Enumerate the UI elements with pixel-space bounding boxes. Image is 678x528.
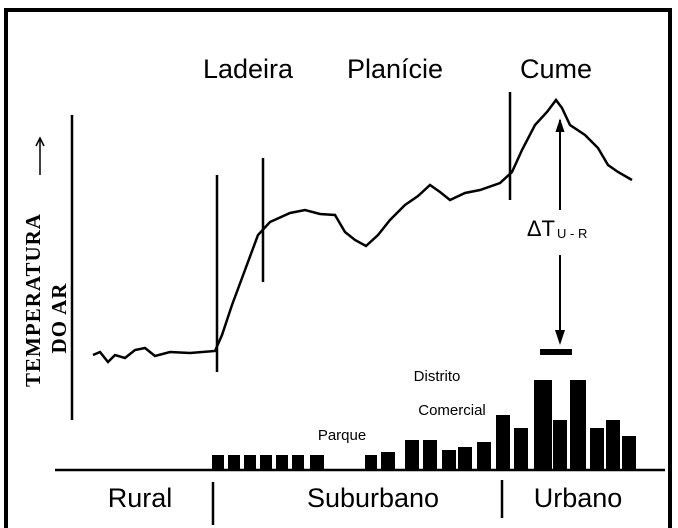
zone-label: Cume <box>520 54 592 84</box>
zone-label: Rural <box>108 483 173 513</box>
zone-label: Urbano <box>534 483 623 513</box>
axis-label: TEMPERATURA <box>21 213 45 387</box>
dividers <box>215 92 512 372</box>
label: Comercial <box>418 402 486 419</box>
zone-label: Ladeira <box>203 54 294 84</box>
axis-label: DO AR <box>47 283 71 354</box>
label: Parque <box>318 427 366 444</box>
zone-label: Planície <box>347 54 443 84</box>
delta-arrow-head <box>555 330 565 345</box>
delta-arrow-head <box>555 118 565 133</box>
zone-dividers <box>211 480 504 525</box>
delta-bar <box>540 349 572 355</box>
frame <box>4 8 672 528</box>
delta-symbol: ΔT <box>527 216 555 241</box>
delta-subscript: U - R <box>557 226 587 241</box>
buildings <box>212 380 636 470</box>
label: Distrito <box>414 368 461 385</box>
temperature-curve <box>92 97 633 364</box>
zone-label: Suburbano <box>307 483 439 513</box>
axis-arrow-head <box>35 136 45 147</box>
